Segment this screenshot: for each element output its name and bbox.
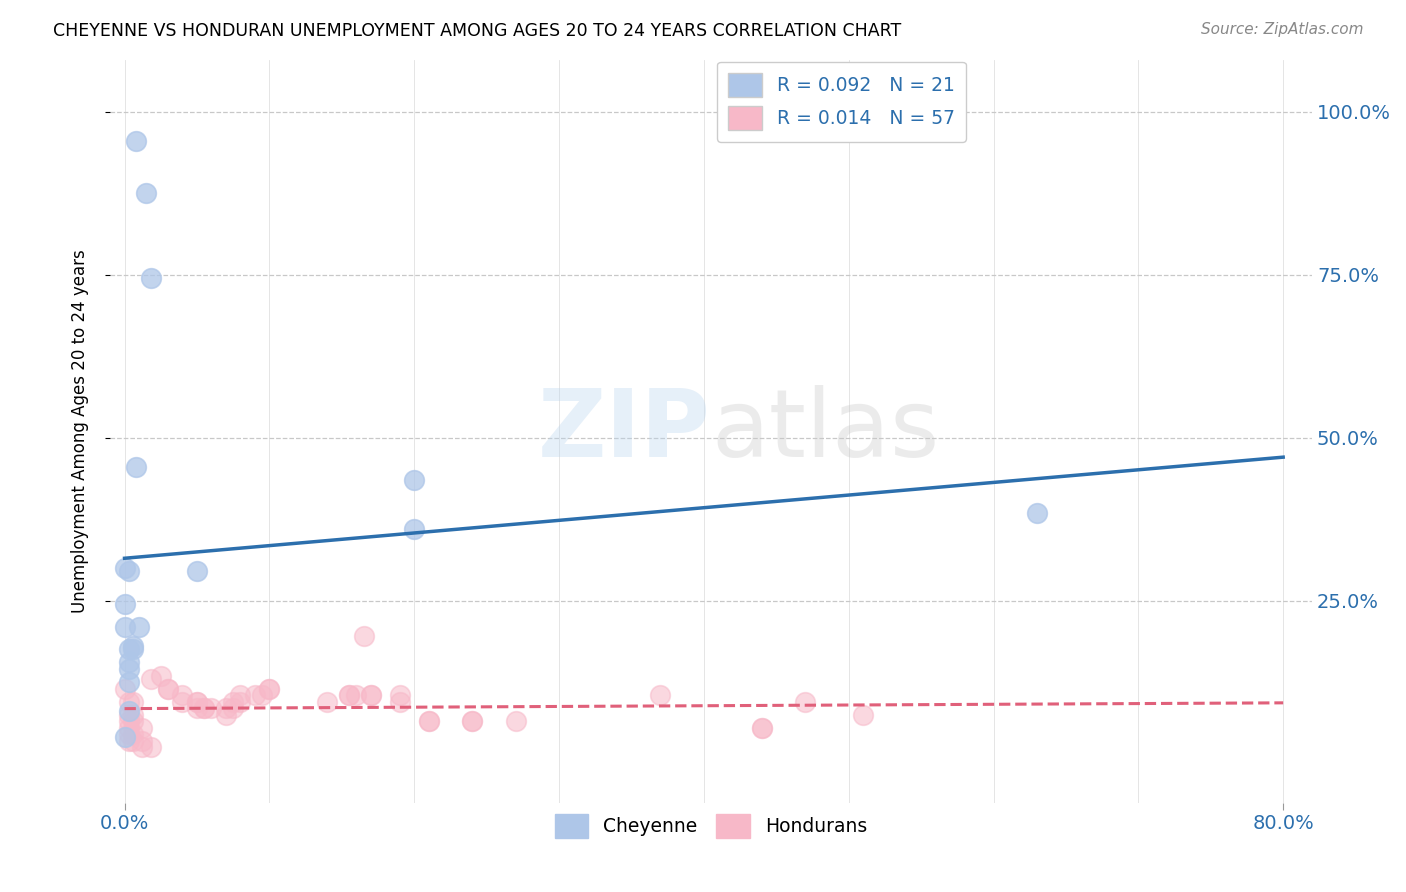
Point bbox=[125, 134, 148, 148]
Point bbox=[114, 681, 136, 696]
Point bbox=[186, 701, 208, 715]
Point bbox=[360, 688, 382, 702]
Point bbox=[222, 695, 245, 709]
Point bbox=[139, 740, 162, 755]
Point bbox=[316, 695, 339, 709]
Point bbox=[156, 681, 179, 696]
Point bbox=[222, 701, 245, 715]
Point bbox=[193, 701, 215, 715]
Legend: Cheyenne, Hondurans: Cheyenne, Hondurans bbox=[547, 806, 875, 846]
Y-axis label: Unemployment Among Ages 20 to 24 years: Unemployment Among Ages 20 to 24 years bbox=[72, 249, 89, 613]
Point bbox=[505, 714, 527, 728]
Point bbox=[118, 733, 141, 747]
Point bbox=[243, 688, 266, 702]
Point bbox=[172, 695, 194, 709]
Point bbox=[418, 714, 440, 728]
Point bbox=[118, 656, 141, 670]
Point bbox=[131, 733, 153, 747]
Point bbox=[353, 629, 375, 643]
Point bbox=[156, 681, 179, 696]
Point bbox=[122, 727, 145, 741]
Point bbox=[118, 721, 141, 735]
Point bbox=[360, 688, 382, 702]
Point bbox=[461, 714, 484, 728]
Point bbox=[186, 564, 208, 578]
Point bbox=[404, 473, 426, 487]
Point bbox=[229, 688, 252, 702]
Point bbox=[135, 186, 157, 201]
Point bbox=[852, 707, 875, 722]
Point bbox=[114, 731, 136, 745]
Text: Source: ZipAtlas.com: Source: ZipAtlas.com bbox=[1201, 22, 1364, 37]
Point bbox=[122, 695, 145, 709]
Point bbox=[118, 675, 141, 690]
Point bbox=[118, 642, 141, 657]
Point bbox=[122, 639, 145, 653]
Point bbox=[388, 688, 411, 702]
Point bbox=[172, 688, 194, 702]
Point bbox=[1026, 506, 1049, 520]
Point bbox=[122, 707, 145, 722]
Point bbox=[215, 707, 238, 722]
Point bbox=[128, 620, 150, 634]
Point bbox=[139, 672, 162, 686]
Point bbox=[131, 740, 153, 755]
Point bbox=[200, 701, 222, 715]
Text: CHEYENNE VS HONDURAN UNEMPLOYMENT AMONG AGES 20 TO 24 YEARS CORRELATION CHART: CHEYENNE VS HONDURAN UNEMPLOYMENT AMONG … bbox=[53, 22, 901, 40]
Text: ZIP: ZIP bbox=[538, 385, 711, 477]
Point bbox=[118, 714, 141, 728]
Point bbox=[122, 714, 145, 728]
Point bbox=[229, 695, 252, 709]
Point bbox=[118, 704, 141, 718]
Point bbox=[118, 564, 141, 578]
Point bbox=[650, 688, 672, 702]
Point bbox=[461, 714, 484, 728]
Point bbox=[186, 695, 208, 709]
Point bbox=[794, 695, 817, 709]
Point bbox=[186, 695, 208, 709]
Point bbox=[193, 701, 215, 715]
Point bbox=[118, 707, 141, 722]
Point bbox=[337, 688, 360, 702]
Point bbox=[418, 714, 440, 728]
Point bbox=[114, 561, 136, 575]
Point bbox=[388, 695, 411, 709]
Point bbox=[118, 727, 141, 741]
Point bbox=[149, 668, 172, 682]
Point bbox=[751, 721, 773, 735]
Point bbox=[250, 688, 273, 702]
Point bbox=[404, 522, 426, 536]
Point bbox=[139, 271, 162, 285]
Point bbox=[118, 695, 141, 709]
Point bbox=[131, 721, 153, 735]
Point bbox=[215, 701, 238, 715]
Point bbox=[344, 688, 367, 702]
Point bbox=[259, 681, 281, 696]
Text: atlas: atlas bbox=[711, 385, 939, 477]
Point bbox=[259, 681, 281, 696]
Point bbox=[122, 642, 145, 657]
Point bbox=[751, 721, 773, 735]
Point bbox=[125, 459, 148, 474]
Point bbox=[118, 662, 141, 676]
Point bbox=[122, 733, 145, 747]
Point bbox=[114, 597, 136, 611]
Point bbox=[114, 620, 136, 634]
Point bbox=[337, 688, 360, 702]
